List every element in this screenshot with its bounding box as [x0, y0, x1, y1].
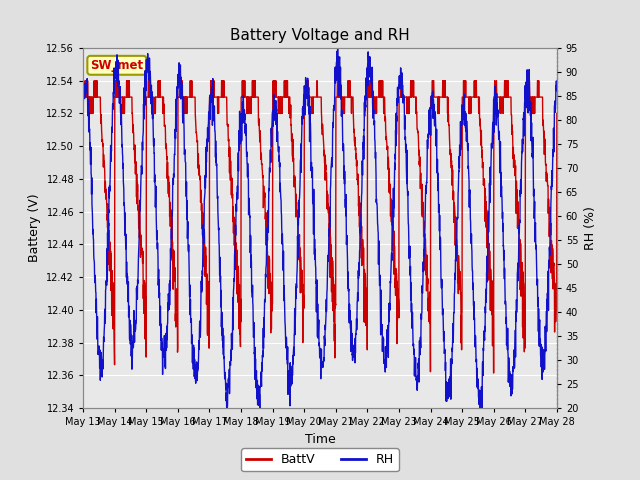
Text: SW_met: SW_met — [90, 59, 143, 72]
Y-axis label: RH (%): RH (%) — [584, 206, 597, 250]
BattV — [553, 110, 561, 116]
RH — [79, 111, 87, 117]
BattV — [490, 370, 497, 376]
RH — [511, 327, 519, 333]
X-axis label: Time: Time — [305, 432, 335, 445]
RH — [344, 281, 351, 287]
RH — [525, 87, 532, 93]
Title: Battery Voltage and RH: Battery Voltage and RH — [230, 28, 410, 43]
RH — [458, 123, 465, 129]
BattV — [511, 170, 519, 176]
BattV — [344, 94, 351, 100]
Y-axis label: Battery (V): Battery (V) — [28, 194, 41, 262]
BattV — [79, 94, 87, 100]
RH — [553, 88, 561, 94]
RH — [223, 405, 230, 411]
RH — [334, 45, 342, 51]
BattV — [458, 340, 465, 346]
RH — [333, 66, 341, 72]
BattV — [212, 94, 220, 100]
BattV — [333, 94, 341, 100]
RH — [211, 133, 219, 139]
Line: RH: RH — [83, 48, 557, 408]
Legend: BattV, RH: BattV, RH — [241, 448, 399, 471]
Line: BattV: BattV — [83, 81, 557, 373]
BattV — [81, 78, 89, 84]
BattV — [525, 78, 532, 84]
